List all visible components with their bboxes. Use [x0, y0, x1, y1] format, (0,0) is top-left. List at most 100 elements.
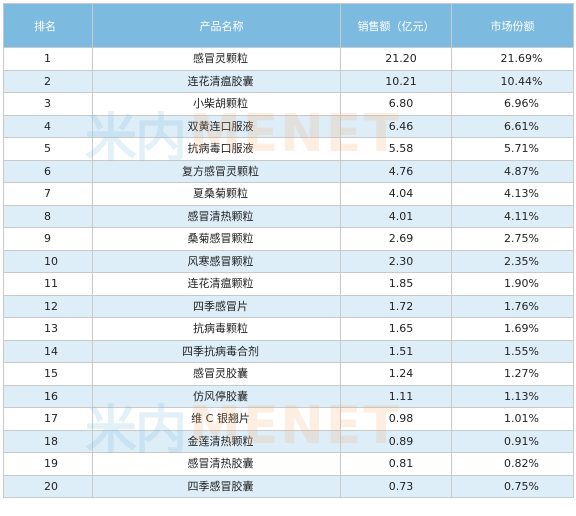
cell-rank: 12	[3, 294, 93, 318]
cell-product-name: 感冒灵颗粒	[92, 47, 341, 71]
cell-product-name: 桑菊感冒颗粒	[92, 227, 341, 251]
cell-sales: 2.69	[340, 227, 452, 251]
cell-market-share: 1.90%	[451, 272, 574, 296]
cell-product-name: 金莲清热颗粒	[92, 429, 341, 453]
table-row: 16 仿风停胶囊 1.11 1.13%	[3, 384, 574, 408]
cell-sales: 0.98	[340, 407, 452, 431]
cell-sales: 0.73	[340, 474, 452, 498]
table-row: 5 抗病毒口服液 5.58 5.71%	[3, 137, 574, 161]
table-row: 7 夏桑菊颗粒 4.04 4.13%	[3, 182, 574, 206]
cell-market-share: 1.13%	[451, 384, 574, 408]
cell-rank: 9	[3, 227, 93, 251]
cell-product-name: 感冒清热颗粒	[92, 204, 341, 228]
cell-sales: 1.24	[340, 362, 452, 386]
table-row: 4 双黄连口服液 6.46 6.61%	[3, 114, 574, 138]
cell-rank: 4	[3, 114, 93, 138]
cell-market-share: 4.11%	[451, 204, 574, 228]
cell-rank: 8	[3, 204, 93, 228]
cell-sales: 0.89	[340, 429, 452, 453]
cell-rank: 1	[3, 47, 93, 71]
cell-market-share: 0.75%	[451, 474, 574, 498]
cell-product-name: 感冒灵胶囊	[92, 362, 341, 386]
table-row: 17 维 C 银翘片 0.98 1.01%	[3, 407, 574, 431]
cell-rank: 10	[3, 249, 93, 273]
cell-market-share: 4.13%	[451, 182, 574, 206]
cell-rank: 18	[3, 429, 93, 453]
table-row: 15 感冒灵胶囊 1.24 1.27%	[3, 362, 574, 386]
table-row: 8 感冒清热颗粒 4.01 4.11%	[3, 204, 574, 228]
cell-product-name: 四季抗病毒合剂	[92, 339, 341, 363]
cell-product-name: 连花清瘟胶囊	[92, 69, 341, 93]
cell-product-name: 四季感冒片	[92, 294, 341, 318]
cell-product-name: 双黄连口服液	[92, 114, 341, 138]
table-row: 20 四季感冒胶囊 0.73 0.75%	[3, 474, 574, 498]
ranking-table-container: 排名 产品名称 销售额（亿元） 市场份额 1 感冒灵颗粒 21.20 21.69…	[3, 3, 574, 498]
table-row: 3 小柴胡颗粒 6.80 6.96%	[3, 92, 574, 116]
cell-sales: 1.51	[340, 339, 452, 363]
cell-sales: 4.04	[340, 182, 452, 206]
cell-product-name: 仿风停胶囊	[92, 384, 341, 408]
table-row: 2 连花清瘟胶囊 10.21 10.44%	[3, 69, 574, 93]
cell-product-name: 抗病毒口服液	[92, 137, 341, 161]
cell-sales: 1.65	[340, 317, 452, 341]
cell-market-share: 1.27%	[451, 362, 574, 386]
cell-product-name: 抗病毒颗粒	[92, 317, 341, 341]
cell-rank: 11	[3, 272, 93, 296]
cell-market-share: 5.71%	[451, 137, 574, 161]
cell-product-name: 小柴胡颗粒	[92, 92, 341, 116]
cell-market-share: 1.55%	[451, 339, 574, 363]
table-row: 12 四季感冒片 1.72 1.76%	[3, 294, 574, 318]
cell-sales: 1.85	[340, 272, 452, 296]
cell-rank: 6	[3, 159, 93, 183]
ranking-table: 排名 产品名称 销售额（亿元） 市场份额 1 感冒灵颗粒 21.20 21.69…	[3, 3, 574, 498]
cell-market-share: 1.01%	[451, 407, 574, 431]
cell-rank: 5	[3, 137, 93, 161]
cell-rank: 13	[3, 317, 93, 341]
cell-market-share: 0.91%	[451, 429, 574, 453]
header-row: 排名 产品名称 销售额（亿元） 市场份额	[3, 3, 574, 48]
cell-sales: 21.20	[340, 47, 452, 71]
cell-market-share: 1.76%	[451, 294, 574, 318]
cell-rank: 20	[3, 474, 93, 498]
cell-product-name: 四季感冒胶囊	[92, 474, 341, 498]
cell-market-share: 2.75%	[451, 227, 574, 251]
cell-sales: 1.11	[340, 384, 452, 408]
cell-sales: 4.01	[340, 204, 452, 228]
cell-rank: 3	[3, 92, 93, 116]
cell-sales: 6.80	[340, 92, 452, 116]
header-product-name: 产品名称	[92, 3, 341, 48]
cell-sales: 4.76	[340, 159, 452, 183]
cell-market-share: 21.69%	[451, 47, 574, 71]
cell-product-name: 夏桑菊颗粒	[92, 182, 341, 206]
cell-market-share: 1.69%	[451, 317, 574, 341]
cell-product-name: 复方感冒灵颗粒	[92, 159, 341, 183]
cell-rank: 14	[3, 339, 93, 363]
cell-sales: 6.46	[340, 114, 452, 138]
table-row: 13 抗病毒颗粒 1.65 1.69%	[3, 317, 574, 341]
header-sales: 销售额（亿元）	[340, 3, 452, 48]
table-row: 14 四季抗病毒合剂 1.51 1.55%	[3, 339, 574, 363]
cell-sales: 5.58	[340, 137, 452, 161]
cell-product-name: 感冒清热胶囊	[92, 452, 341, 476]
cell-market-share: 10.44%	[451, 69, 574, 93]
cell-rank: 19	[3, 452, 93, 476]
cell-rank: 17	[3, 407, 93, 431]
cell-product-name: 连花清瘟颗粒	[92, 272, 341, 296]
cell-product-name: 维 C 银翘片	[92, 407, 341, 431]
table-row: 1 感冒灵颗粒 21.20 21.69%	[3, 47, 574, 71]
table-row: 18 金莲清热颗粒 0.89 0.91%	[3, 429, 574, 453]
table-row: 11 连花清瘟颗粒 1.85 1.90%	[3, 272, 574, 296]
cell-market-share: 6.61%	[451, 114, 574, 138]
cell-market-share: 4.87%	[451, 159, 574, 183]
table-row: 10 风寒感冒颗粒 2.30 2.35%	[3, 249, 574, 273]
cell-rank: 15	[3, 362, 93, 386]
header-rank: 排名	[3, 3, 93, 48]
cell-market-share: 2.35%	[451, 249, 574, 273]
table-header: 排名 产品名称 销售额（亿元） 市场份额	[3, 3, 574, 48]
cell-sales: 0.81	[340, 452, 452, 476]
table-row: 19 感冒清热胶囊 0.81 0.82%	[3, 452, 574, 476]
cell-rank: 2	[3, 69, 93, 93]
table-body: 1 感冒灵颗粒 21.20 21.69% 2 连花清瘟胶囊 10.21 10.4…	[3, 47, 574, 498]
header-market-share: 市场份额	[451, 3, 574, 48]
cell-rank: 7	[3, 182, 93, 206]
